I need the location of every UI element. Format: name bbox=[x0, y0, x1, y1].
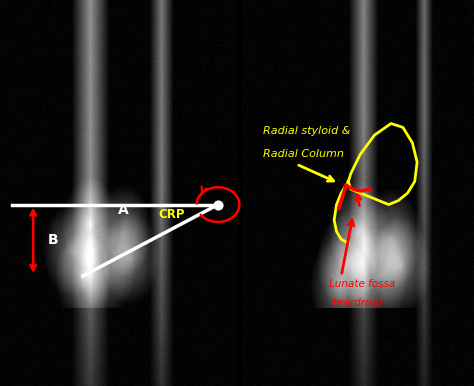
Text: A: A bbox=[118, 203, 128, 217]
Text: CRP: CRP bbox=[159, 208, 185, 221]
Text: (teardrop): (teardrop) bbox=[329, 298, 383, 308]
Point bbox=[214, 201, 222, 208]
Text: Radial Column: Radial Column bbox=[263, 149, 344, 159]
Text: Lunate fossa: Lunate fossa bbox=[329, 279, 396, 289]
Text: Radial styloid &: Radial styloid & bbox=[263, 126, 350, 136]
Text: B: B bbox=[47, 233, 58, 247]
